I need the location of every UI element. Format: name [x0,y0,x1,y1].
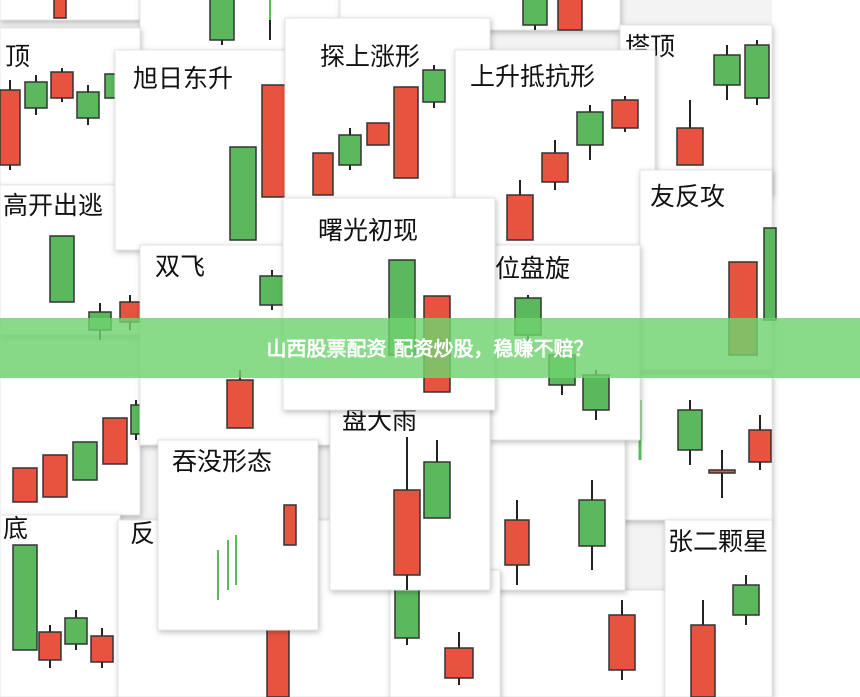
candle-body [235,535,237,585]
candle-body [50,71,74,99]
candle-body [312,152,334,196]
pattern-card [619,374,773,521]
candle-body [366,122,390,146]
candle-body [42,454,68,498]
candle-body [0,89,21,166]
candle-body [38,631,62,661]
card-title: 曙光初现 [318,216,418,245]
pattern-card [489,439,626,591]
pattern-card: 底 [0,514,121,697]
candle-body [522,0,548,26]
candle-body [608,614,636,671]
candle-body [229,146,257,241]
candle-body [269,0,271,20]
pattern-card: 张二颗星 [664,519,773,697]
candle-body [64,617,88,645]
candle-body [393,86,419,179]
candle-body [611,99,639,129]
card-title: 张二颗星 [668,527,768,556]
candle-body [713,54,741,86]
candle-body [541,152,569,183]
card-title: 双飞 [155,252,205,281]
candle-body [76,91,100,119]
candle-body [102,417,128,465]
pattern-card: 盘大雨 [329,404,491,591]
card-title: 底 [3,514,28,543]
card-title: 高开出逃 [3,191,103,220]
candle-body [744,44,770,99]
pattern-card [139,0,341,51]
card-frame [489,589,666,697]
candle-body [748,429,772,463]
banner [0,318,860,378]
candle-body [24,81,48,109]
candle-body [261,84,289,198]
pattern-card [489,589,666,697]
pattern-card [0,374,142,516]
banner-text: 山西股票配资 配资炒股，稳赚不赔？ [267,337,594,361]
candle-body [393,489,421,576]
candle-body [557,0,583,31]
candle-body [690,624,716,697]
card-title: 位盘旋 [495,254,570,283]
card-title: 探上涨形 [320,42,420,71]
card-title: 上升抵抗形 [470,62,595,91]
candle-body [209,0,235,41]
candle-body [504,519,530,566]
candle-body [444,647,474,679]
candle-body [90,635,114,663]
candle-body [578,499,606,547]
candle-body [677,409,703,451]
card-title: 友反攻 [650,182,725,211]
card-title: 盘大雨 [342,406,417,435]
candle-body [708,469,736,474]
candle-body [259,275,285,306]
candle-body [217,550,219,600]
candle-body [226,379,254,429]
candle-body [227,540,229,590]
candle-body [576,111,604,146]
candle-body [338,134,362,166]
candle-body [72,441,98,481]
pattern-card: 吞没形态 [157,439,319,631]
card-title: 旭日东升 [133,64,233,93]
candle-body [423,461,451,519]
card-title: 吞没形态 [172,447,272,476]
candle-body [582,374,610,411]
candle-body [12,544,38,651]
candle-body [53,0,67,19]
card-title: 顶 [5,42,30,71]
candle-body [763,227,777,321]
candle-body [732,584,760,616]
candle-body [283,504,297,546]
candle-body [676,127,704,166]
candle-body [49,235,75,303]
candle-body [506,194,534,241]
pattern-card: 曙光初现 [282,197,496,411]
candle-body [266,627,290,697]
card-frame [0,0,141,21]
card-title: 反 [130,519,155,548]
pattern-card [0,0,141,21]
candle-body [12,467,38,503]
candle-body [422,69,446,103]
